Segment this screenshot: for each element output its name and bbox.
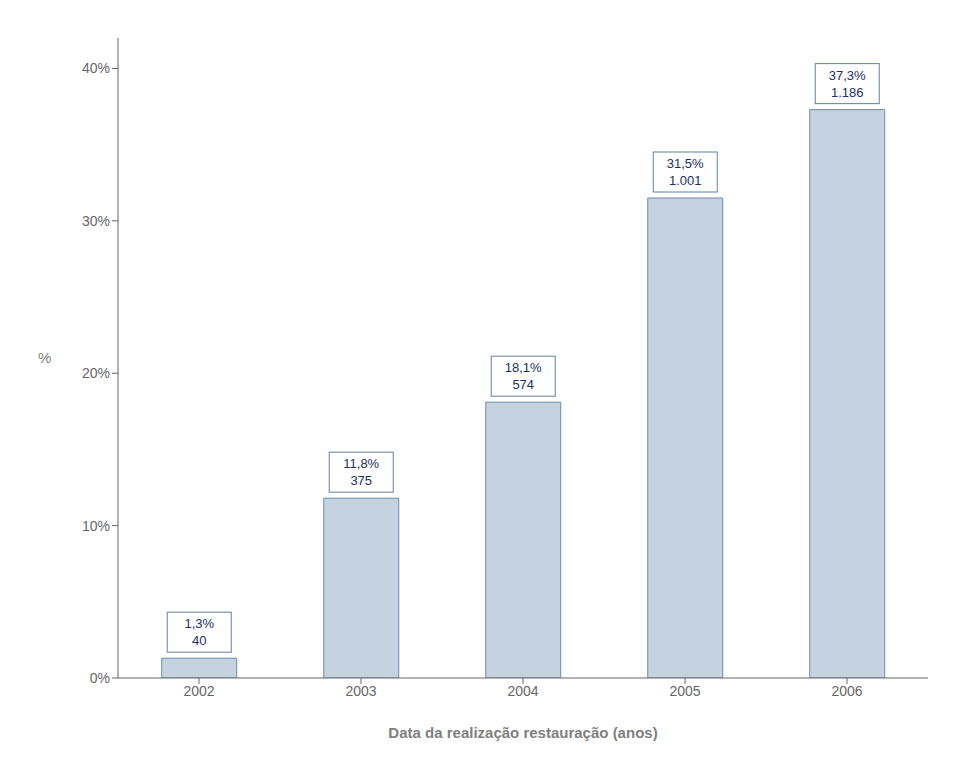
svg-text:2002: 2002 — [183, 683, 214, 699]
svg-text:Data da realização restauração: Data da realização restauração (anos) — [388, 724, 657, 741]
svg-text:0%: 0% — [90, 670, 110, 686]
svg-text:2004: 2004 — [507, 683, 538, 699]
svg-text:40: 40 — [192, 633, 206, 648]
svg-text:%: % — [38, 349, 51, 366]
svg-text:18,1%: 18,1% — [505, 360, 542, 375]
svg-text:1,3%: 1,3% — [184, 616, 214, 631]
svg-text:1.001: 1.001 — [669, 173, 702, 188]
svg-text:11,8%: 11,8% — [343, 456, 379, 471]
svg-text:2006: 2006 — [831, 683, 862, 699]
svg-text:40%: 40% — [82, 60, 110, 76]
svg-text:574: 574 — [512, 377, 534, 392]
svg-text:31,5%: 31,5% — [667, 156, 704, 171]
svg-text:2005: 2005 — [669, 683, 700, 699]
svg-text:2003: 2003 — [345, 683, 376, 699]
svg-text:37,3%: 37,3% — [829, 68, 866, 83]
svg-text:20%: 20% — [82, 365, 110, 381]
svg-text:10%: 10% — [82, 518, 110, 534]
svg-text:375: 375 — [350, 473, 372, 488]
svg-text:30%: 30% — [82, 213, 110, 229]
svg-text:1.186: 1.186 — [831, 85, 864, 100]
